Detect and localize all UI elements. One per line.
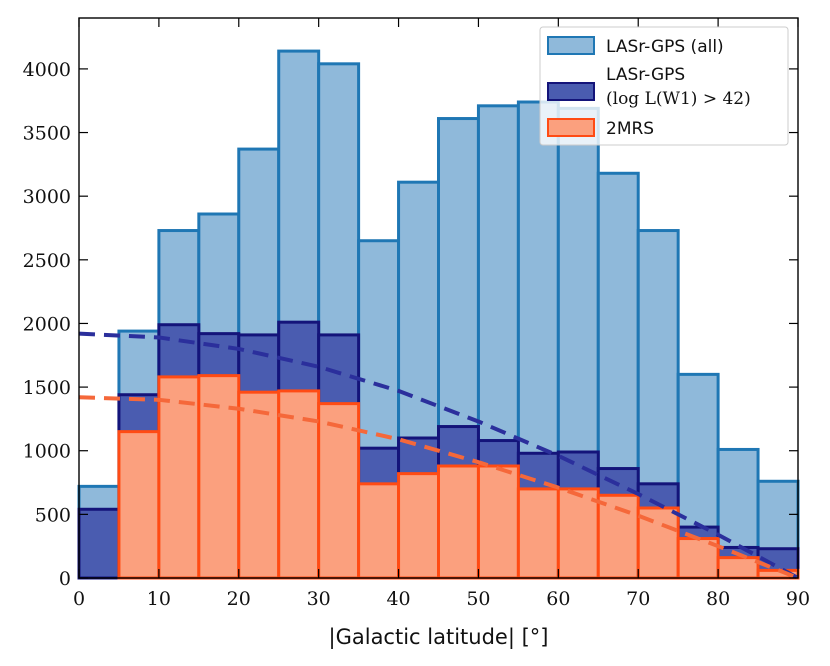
legend-label-lasr-luminous: LASr-GPS [606, 65, 685, 85]
bar-series-2-bin-11 [516, 487, 560, 580]
x-tick-label: 30 [307, 588, 331, 610]
y-tick-label: 1500 [23, 377, 71, 399]
legend-label-lasr-all: LASr-GPS (all) [606, 37, 724, 57]
bar-series-2-bin-7 [357, 482, 401, 580]
y-tick-label: 3500 [23, 123, 71, 145]
x-axis-label: |Galactic latitude| [°] [329, 625, 549, 650]
fit-curve-0 [78, 331, 799, 580]
x-tick-label: 80 [706, 588, 730, 610]
legend-swatch-2mrs [547, 118, 595, 137]
y-tick-label: 500 [35, 504, 71, 526]
bar-series-2-bin-8 [397, 472, 440, 580]
x-tick-label: 10 [147, 588, 171, 610]
ticks-layer: 0 10 20 30 40 50 60 70 80 90 0 500 1000 1500 2000 2500 3… [23, 18, 810, 610]
x-tick-label: 20 [227, 588, 251, 610]
bar-series-2-bin-1 [117, 430, 161, 580]
bar-series-2-bin-4 [237, 390, 281, 580]
legend: LASr-GPS (all) LASr-GPS (log L(W1) > 42)… [539, 26, 789, 146]
x-tick-label: 50 [466, 588, 490, 610]
fit-curves-layer [78, 331, 799, 580]
x-tick-label: 60 [546, 588, 570, 610]
bar-series-2-bin-2 [157, 375, 201, 580]
bar-series-2-bin-16 [716, 556, 760, 580]
y-tick-label: 2000 [23, 313, 71, 335]
x-tick-label: 90 [786, 588, 810, 610]
legend-swatch-lasr-luminous [547, 82, 595, 101]
y-tick-label: 0 [59, 568, 71, 590]
x-tick-label: 0 [73, 588, 85, 610]
bar-series-2-bin-12 [556, 487, 600, 580]
legend-label-2mrs: 2MRS [606, 119, 654, 139]
fit-curve-1 [78, 395, 799, 580]
legend-frame [539, 26, 789, 146]
y-tick-label: 2500 [23, 250, 71, 272]
bar-series-2-bin-10 [476, 464, 520, 580]
bar-series-2-bin-9 [437, 464, 480, 580]
plot-frame [78, 17, 799, 579]
y-tick-label: 4000 [23, 59, 71, 81]
bar-series-1-bin-0 [77, 507, 121, 580]
x-tick-label: 40 [386, 588, 410, 610]
y-tick-label: 3000 [23, 186, 71, 208]
bar-series-2-bin-14 [636, 506, 680, 580]
legend-label-lasr-luminous-condition: (log L(W1) > 42) [606, 89, 751, 109]
legend-swatch-lasr-all [547, 36, 595, 55]
y-tick-label: 1000 [23, 441, 71, 463]
x-tick-label: 70 [626, 588, 650, 610]
